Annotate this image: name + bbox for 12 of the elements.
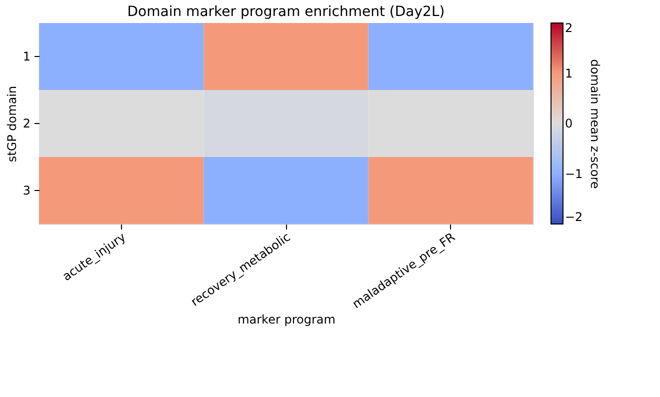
y-tick-label: 3	[22, 184, 30, 198]
x-axis-title: marker program	[238, 312, 336, 326]
y-tick-label: 2	[22, 116, 30, 130]
color-bar-label: 0	[565, 116, 573, 130]
chart-title: Domain marker program enrichment (Day2L)	[127, 4, 445, 20]
color-bar-label: −1	[565, 166, 583, 181]
color-bar-label: 2	[565, 21, 573, 35]
color-bar-label: 1	[565, 66, 573, 80]
color-bar-label: −2	[565, 210, 583, 224]
y-tick-label: 1	[22, 50, 30, 64]
color-bar-title: domain mean z-score	[588, 59, 602, 189]
y-axis-title: stGP domain	[4, 86, 19, 162]
